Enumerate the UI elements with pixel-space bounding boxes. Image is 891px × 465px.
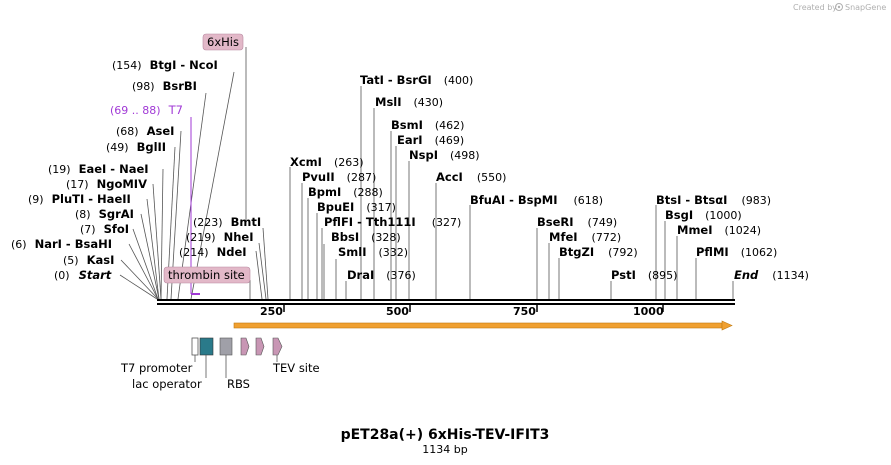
enzyme-site[interactable]: (6) NarI - BsaHI (11, 237, 112, 251)
enzyme-right-list: XcmI (263) PvuII (287) BpmI (288) BpuEI (317… (290, 73, 809, 282)
enzyme-leader-lines (119, 47, 734, 300)
ruler-tick-label: 750 (513, 305, 536, 318)
enzyme-left-list: (0) Start (5) KasI (6) NarI - BsaHI (7) SfoI… (11, 58, 218, 282)
enzyme-site[interactable]: (98) BsrBI (132, 79, 197, 93)
enzyme-site[interactable]: EarI (469) (397, 133, 464, 147)
enzyme-site[interactable]: (49) BglII (106, 140, 166, 154)
ruler-tick-label: 250 (260, 305, 283, 318)
his-tag-box[interactable]: 6xHis (202, 33, 244, 51)
tev-site-label: TEV site (272, 361, 320, 375)
thrombin-feature[interactable] (255, 337, 265, 356)
enzyme-site[interactable]: PstI (895) (611, 268, 677, 282)
enzyme-site[interactable]: MmeI (1024) (677, 223, 761, 237)
enzyme-site[interactable]: (154) BtgI - NcoI (112, 58, 218, 72)
enzyme-site[interactable]: BtgZI (792) (559, 245, 638, 259)
his-tag-feature[interactable] (240, 337, 250, 356)
thrombin-site-box[interactable]: thrombin site (163, 266, 251, 284)
enzyme-site[interactable]: (68) AseI (116, 124, 174, 138)
enzyme-site[interactable]: TatI - BsrGI (400) (360, 73, 473, 87)
his-tag-label: 6xHis (207, 35, 239, 49)
enzyme-site[interactable]: DraI (376) (347, 268, 416, 282)
enzyme-site[interactable]: End (1134) (734, 268, 809, 282)
enzyme-site[interactable]: (8) SgrAI (75, 207, 134, 221)
t7-promoter-label: T7 promoter (120, 361, 193, 375)
enzyme-site[interactable]: PflMI (1062) (696, 245, 777, 259)
enzyme-site[interactable]: BsmI (462) (391, 118, 464, 132)
thrombin-site-label: thrombin site (168, 268, 245, 282)
rbs-label: RBS (227, 377, 250, 391)
t7-primer-label[interactable]: (69 .. 88) T7 (110, 103, 183, 117)
enzyme-site[interactable]: (17) NgoMIV (66, 177, 147, 191)
enzyme-site[interactable]: (5) KasI (63, 253, 114, 267)
ruler-tick-label: 500 (386, 305, 409, 318)
enzyme-site[interactable]: (223) BmtI (193, 215, 261, 229)
enzyme-site[interactable]: MslI (430) (375, 95, 443, 109)
enzyme-site[interactable]: MfeI (772) (549, 230, 621, 244)
orf-arrow[interactable] (233, 320, 733, 331)
enzyme-site[interactable]: SmlI (332) (338, 245, 408, 259)
enzyme-site[interactable]: BpmI (288) (308, 185, 383, 199)
enzyme-site[interactable]: PvuII (287) (302, 170, 376, 184)
snapgene-logo-icon (835, 3, 843, 11)
enzyme-site[interactable]: AccI (550) (436, 170, 506, 184)
enzyme-site[interactable]: BbsI (328) (331, 230, 401, 244)
lac-operator-label: lac operator (132, 377, 202, 391)
enzyme-site[interactable]: BfuAI - BspMI (618) (470, 193, 603, 207)
snapgene-brand: SnapGene (845, 3, 886, 12)
t7-promoter-feature[interactable] (191, 337, 199, 356)
created-by-text: Created by (793, 3, 837, 12)
enzyme-site[interactable]: BpuEI (317) (317, 200, 396, 214)
enzyme-site[interactable]: NspI (498) (409, 148, 480, 162)
feature-track (191, 337, 283, 378)
ruler-tick-label: 1000 (633, 305, 664, 318)
enzyme-site[interactable]: XcmI (263) (290, 155, 364, 169)
enzyme-site[interactable]: BseRI (749) (537, 215, 617, 229)
enzyme-site[interactable]: BtsI - BtsαI (983) (656, 193, 771, 207)
tev-site-feature[interactable] (272, 337, 283, 356)
ruler: 250 500 750 1000 (260, 305, 664, 318)
enzyme-site[interactable]: PflFI - Tth111I (327) (324, 215, 461, 229)
enzyme-site[interactable]: (7) SfoI (80, 222, 129, 236)
lac-operator-feature[interactable] (199, 337, 214, 356)
dna-backbone (157, 299, 735, 305)
enzyme-site[interactable]: (9) PluTI - HaeII (28, 192, 131, 206)
enzyme-mid-list: (214) NdeI (219) NheI (223) BmtI (179, 215, 261, 259)
rbs-feature[interactable] (219, 337, 233, 356)
enzyme-site[interactable]: (219) NheI (186, 230, 253, 244)
enzyme-site[interactable]: (214) NdeI (179, 245, 247, 259)
enzyme-site[interactable]: (19) EaeI - NaeI (48, 162, 149, 176)
plasmid-title: pET28a(+) 6xHis-TEV-IFIT3 (341, 427, 550, 443)
enzyme-site[interactable]: (0) Start (54, 268, 112, 282)
t7-primer-marker (190, 117, 200, 295)
plasmid-size: 1134 bp (422, 443, 467, 456)
enzyme-site[interactable]: BsgI (1000) (665, 208, 742, 222)
